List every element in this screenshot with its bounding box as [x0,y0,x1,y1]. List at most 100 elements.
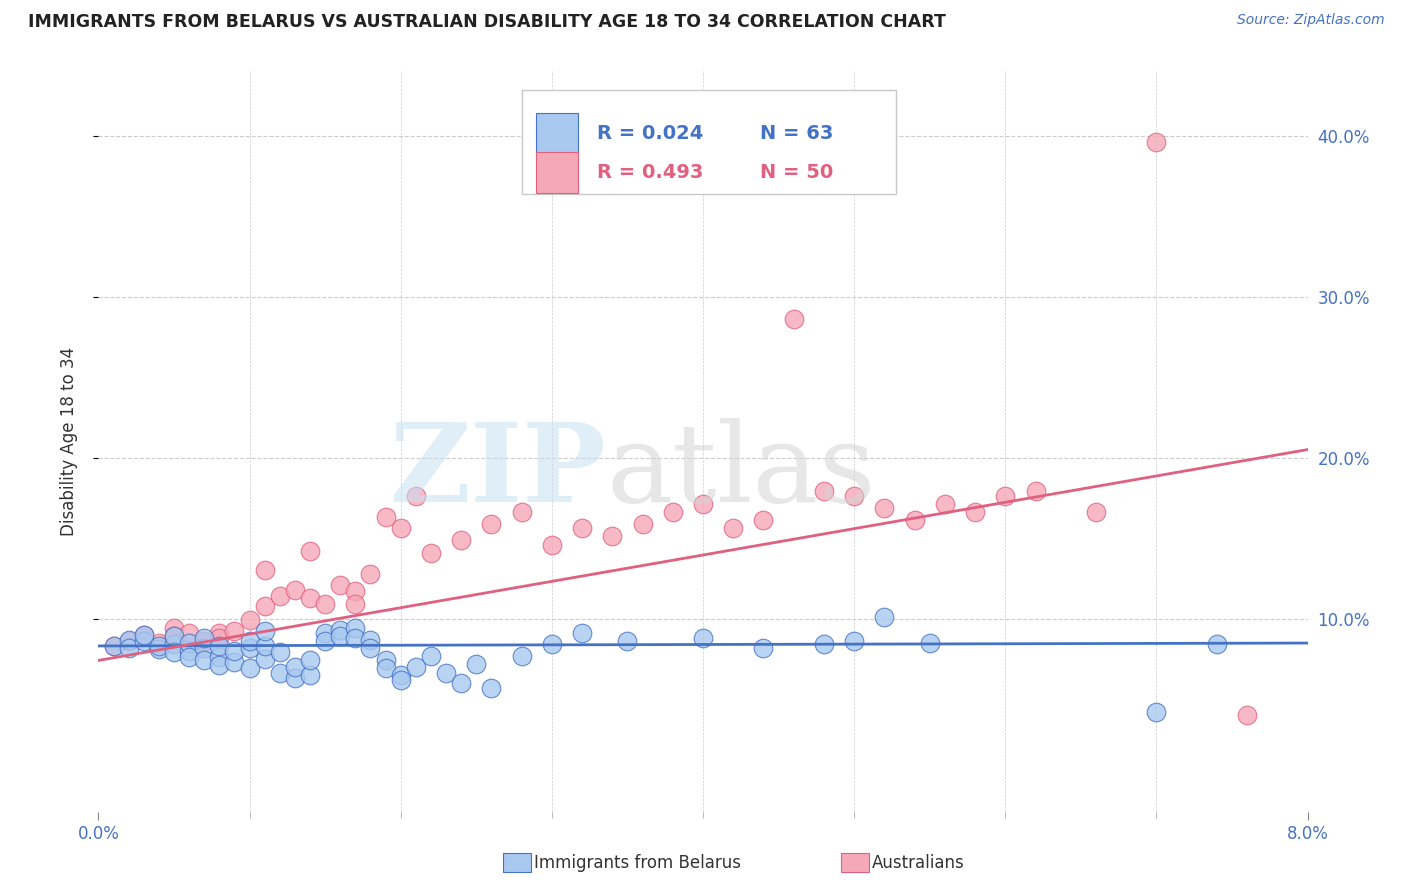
Point [239,661,262,675]
Point [179,650,201,665]
Point [450,533,472,547]
Point [118,640,141,655]
Point [208,631,231,645]
Point [540,537,562,551]
Point [661,505,683,519]
Point [904,513,927,527]
Point [253,624,276,639]
Point [239,613,262,627]
Point [179,644,201,658]
Point [873,500,896,515]
Point [1146,705,1168,719]
Text: atlas: atlas [606,417,876,524]
Point [284,671,307,685]
Point [360,632,382,647]
Point [994,489,1017,503]
Point [844,634,866,648]
Point [193,631,215,645]
Point [571,521,593,535]
Point [1236,708,1258,723]
Point [253,599,276,613]
Point [344,631,367,645]
Point [253,563,276,577]
Point [481,681,503,695]
Point [314,626,336,640]
Point [132,628,155,642]
Point [450,676,472,690]
Point [269,666,291,681]
Point [208,658,231,673]
FancyBboxPatch shape [522,90,897,194]
Point [434,666,457,681]
Text: ZIP: ZIP [389,417,606,524]
Point [148,636,170,650]
Point [783,312,806,326]
Point [163,637,186,651]
Point [329,623,352,637]
Point [465,657,488,671]
Point [193,634,215,648]
Text: N = 63: N = 63 [759,124,834,143]
Point [132,628,155,642]
Point [360,640,382,655]
Point [193,640,215,655]
Point [389,521,412,535]
Point [420,648,443,663]
Point [103,639,125,653]
Point [752,640,775,655]
Point [360,566,382,581]
Point [405,489,427,503]
Point [1085,505,1108,519]
Point [752,513,775,527]
Point [965,505,987,519]
Point [299,668,322,682]
Point [239,634,262,648]
Point [571,626,593,640]
Point [344,597,367,611]
Point [405,660,427,674]
Point [148,639,170,653]
Point [284,660,307,674]
Point [269,589,291,603]
Point [918,636,941,650]
Text: Immigrants from Belarus: Immigrants from Belarus [534,854,741,871]
Point [692,497,714,511]
Point [208,639,231,653]
Text: IMMIGRANTS FROM BELARUS VS AUSTRALIAN DISABILITY AGE 18 TO 34 CORRELATION CHART: IMMIGRANTS FROM BELARUS VS AUSTRALIAN DI… [28,13,946,31]
Point [374,653,396,667]
Point [329,629,352,643]
Point [253,652,276,666]
Point [163,621,186,635]
Point [179,636,201,650]
FancyBboxPatch shape [536,113,578,153]
Point [873,610,896,624]
Point [934,497,956,511]
FancyBboxPatch shape [536,153,578,194]
Point [1146,135,1168,149]
Point [420,546,443,560]
Point [344,584,367,599]
Text: Australians: Australians [872,854,965,871]
Point [179,626,201,640]
Point [132,634,155,648]
Point [208,650,231,665]
Point [239,640,262,655]
Point [163,629,186,643]
Point [510,505,533,519]
Point [193,653,215,667]
Point [389,673,412,687]
Text: Source: ZipAtlas.com: Source: ZipAtlas.com [1237,13,1385,28]
Point [1025,484,1047,499]
Point [510,648,533,663]
Point [389,668,412,682]
Point [723,521,745,535]
Point [224,644,246,658]
Point [163,629,186,643]
Point [813,484,835,499]
Point [269,645,291,659]
Point [284,582,307,597]
Text: R = 0.493: R = 0.493 [596,163,703,182]
Point [1206,637,1229,651]
Point [103,639,125,653]
Y-axis label: Disability Age 18 to 34: Disability Age 18 to 34 [59,347,77,536]
